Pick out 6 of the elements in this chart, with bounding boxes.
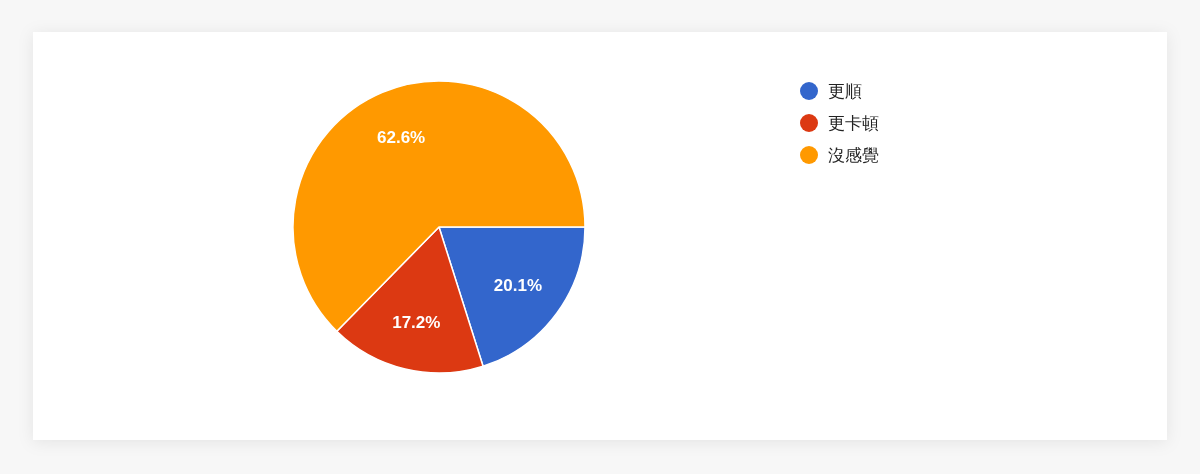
legend-label: 沒感覺 — [828, 146, 879, 165]
data-label: 62.6% — [377, 127, 426, 147]
legend-label: 更卡頓 — [828, 114, 879, 133]
data-label: 17.2% — [392, 313, 441, 333]
data-label: 20.1% — [493, 275, 543, 295]
legend-label: 更順 — [828, 82, 862, 101]
